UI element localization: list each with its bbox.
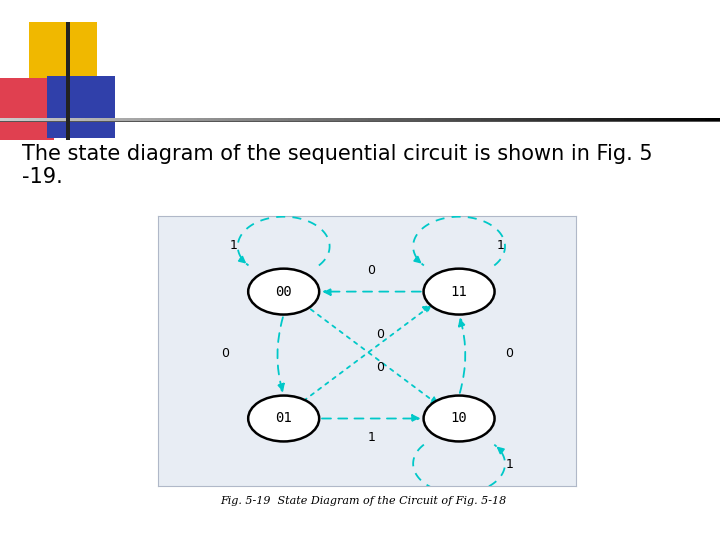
Text: 0: 0	[376, 328, 384, 341]
Text: 01: 01	[275, 411, 292, 426]
Text: Fig. 5-19  State Diagram of the Circuit of Fig. 5-18: Fig. 5-19 State Diagram of the Circuit o…	[220, 496, 507, 506]
Text: 11: 11	[451, 285, 467, 299]
Text: 10: 10	[451, 411, 467, 426]
Circle shape	[248, 395, 319, 442]
Text: 1: 1	[505, 458, 513, 471]
Text: 0: 0	[367, 264, 375, 276]
Text: The state diagram of the sequential circuit is shown in Fig. 5
-19.: The state diagram of the sequential circ…	[22, 144, 652, 187]
Circle shape	[248, 268, 319, 314]
Text: 0: 0	[221, 347, 229, 360]
Circle shape	[423, 395, 495, 442]
Text: 0: 0	[376, 361, 384, 374]
Circle shape	[423, 268, 495, 314]
Text: 1: 1	[230, 239, 238, 252]
Text: 1: 1	[367, 431, 375, 444]
Text: 1: 1	[497, 239, 505, 252]
Text: 0: 0	[505, 347, 513, 360]
Text: 00: 00	[275, 285, 292, 299]
